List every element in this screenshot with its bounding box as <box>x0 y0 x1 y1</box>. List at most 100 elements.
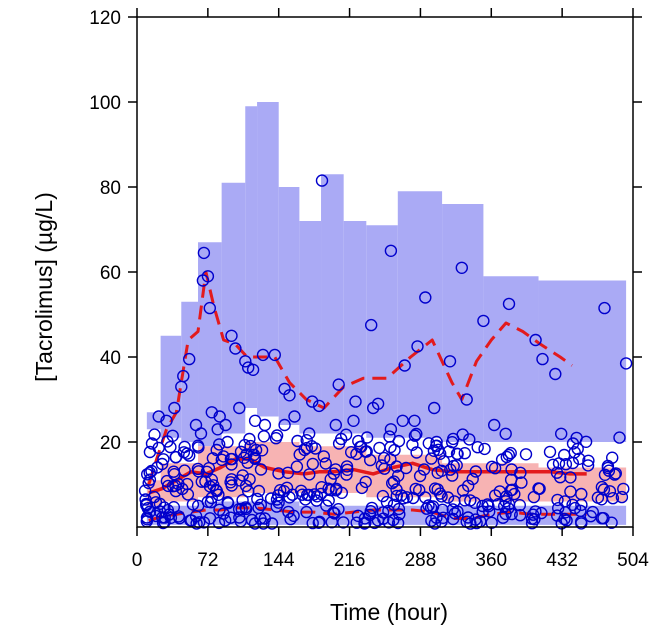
data-point-452 <box>536 352 549 366</box>
data-point-154 <box>239 502 253 516</box>
data-point-381 <box>461 511 475 524</box>
data-point-268 <box>182 449 196 462</box>
data-point-53 <box>317 450 330 463</box>
data-point-466 <box>396 414 409 427</box>
data-point-456 <box>460 393 473 406</box>
data-point-326 <box>264 492 278 505</box>
data-point-11 <box>464 494 477 507</box>
data-point-471 <box>211 423 224 436</box>
data-point-245 <box>284 512 297 526</box>
data-point-238 <box>312 516 325 529</box>
data-point-152 <box>355 481 369 495</box>
band-0-step-8 <box>299 221 322 434</box>
data-point-418 <box>192 516 206 529</box>
data-point-1 <box>410 427 423 441</box>
data-point-428 <box>229 342 242 355</box>
data-point-259 <box>566 498 579 511</box>
data-point-256 <box>157 453 170 466</box>
data-point-310 <box>608 468 621 481</box>
data-point-445 <box>411 340 424 353</box>
data-point-332 <box>360 431 374 444</box>
data-point-304 <box>204 496 218 509</box>
data-point-178 <box>420 502 433 515</box>
data-point-398 <box>191 499 205 512</box>
data-point-286 <box>232 503 246 516</box>
data-point-33 <box>300 505 313 519</box>
data-point-322 <box>442 445 456 458</box>
data-point-411 <box>224 476 237 489</box>
x-tick-label-3: 216 <box>334 550 366 571</box>
data-point-420 <box>197 246 211 260</box>
data-point-129 <box>519 448 533 461</box>
data-point-410 <box>430 439 443 452</box>
data-point-99 <box>446 469 459 482</box>
data-point-345 <box>568 446 581 459</box>
data-point-191 <box>514 466 527 479</box>
data-point-145 <box>148 428 161 441</box>
data-point-292 <box>339 428 353 441</box>
data-point-260 <box>393 508 406 521</box>
data-point-233 <box>469 465 482 478</box>
data-point-366 <box>551 509 564 522</box>
data-point-110 <box>191 439 205 452</box>
data-point-325 <box>492 498 505 511</box>
data-point-396 <box>436 503 449 516</box>
data-point-342 <box>212 516 226 530</box>
data-point-267 <box>410 446 423 459</box>
data-point-202 <box>573 452 586 465</box>
data-point-348 <box>437 455 450 468</box>
data-point-449 <box>488 418 501 432</box>
band-0-step-5 <box>245 106 258 408</box>
data-point-343 <box>601 459 615 473</box>
data-point-124 <box>212 438 226 451</box>
y-tick-label-5: 120 <box>89 8 121 29</box>
data-point-136 <box>197 516 211 529</box>
data-point-435 <box>283 389 296 402</box>
data-point-408 <box>181 488 195 501</box>
data-point-386 <box>471 441 484 454</box>
y-tick-label-0: 20 <box>100 433 121 454</box>
data-point-306 <box>406 491 420 505</box>
data-point-232 <box>456 484 470 497</box>
data-point-406 <box>591 491 605 504</box>
data-point-480 <box>428 401 441 415</box>
data-point-439 <box>332 378 345 391</box>
data-point-450 <box>502 297 516 311</box>
data-point-307 <box>305 440 318 453</box>
data-point-206 <box>335 486 348 499</box>
data-point-346 <box>546 458 560 471</box>
data-point-31 <box>428 517 442 530</box>
data-point-161 <box>458 447 471 460</box>
data-point-172 <box>408 429 422 442</box>
data-point-271 <box>376 489 390 503</box>
x-axis-title: Time (hour) <box>330 599 448 625</box>
data-point-263 <box>254 498 267 511</box>
data-point-281 <box>558 495 572 508</box>
data-point-356 <box>287 509 300 522</box>
data-point-423 <box>196 274 210 287</box>
data-point-63 <box>417 463 431 476</box>
data-point-105 <box>552 502 565 515</box>
data-point-335 <box>158 511 171 524</box>
data-point-360 <box>341 463 354 476</box>
data-point-413 <box>241 456 254 469</box>
data-point-215 <box>293 448 306 461</box>
x-tick-label-0: 0 <box>132 550 143 571</box>
data-point-380 <box>345 446 358 459</box>
data-point-417 <box>535 506 548 520</box>
data-point-438 <box>315 174 329 187</box>
data-point-474 <box>152 410 165 423</box>
data-point-242 <box>382 516 396 529</box>
data-point-305 <box>447 432 460 446</box>
band-0-step-7 <box>278 187 300 425</box>
data-point-230 <box>212 488 225 501</box>
data-point-320 <box>207 479 220 492</box>
data-point-370 <box>145 437 159 450</box>
x-tick-label-4: 288 <box>405 550 437 571</box>
percentile-line-0 <box>147 270 573 485</box>
data-point-138 <box>340 468 353 481</box>
data-point-385 <box>431 466 444 479</box>
data-point-363 <box>390 483 403 496</box>
data-point-65 <box>422 437 435 450</box>
